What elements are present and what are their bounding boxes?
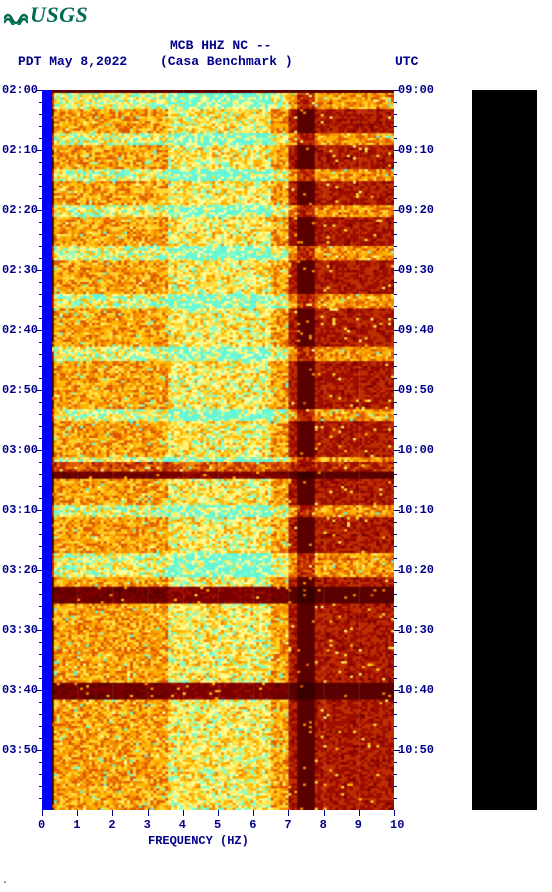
y-left-tick-label: 02:30: [2, 263, 38, 277]
y-left-tick-label: 02:00: [2, 83, 38, 97]
y-right-tick-label: 09:50: [398, 383, 434, 397]
y-left-tick-label: 03:50: [2, 743, 38, 757]
y-right-tick-label: 09:30: [398, 263, 434, 277]
y-right-tick-label: 10:30: [398, 623, 434, 637]
station-name: (Casa Benchmark ): [160, 54, 293, 69]
y-right-tick-label: 10:40: [398, 683, 434, 697]
x-tick-label: 0: [38, 818, 45, 832]
y-left-tick-label: 03:10: [2, 503, 38, 517]
y-right-tick-label: 09:10: [398, 143, 434, 157]
spectrogram-plot: [42, 90, 394, 810]
x-tick-label: 6: [249, 818, 256, 832]
x-tick-label: 7: [284, 818, 291, 832]
y-left-tick-label: 02:50: [2, 383, 38, 397]
x-tick-label: 3: [144, 818, 151, 832]
time-axis-bar: [42, 90, 52, 810]
colorbar: [472, 90, 537, 810]
footer-mark: ·: [2, 878, 8, 889]
usgs-logo-text: USGS: [30, 2, 88, 28]
y-right-tick-label: 10:10: [398, 503, 434, 517]
y-right-tick-label: 10:50: [398, 743, 434, 757]
y-left-tick-label: 02:20: [2, 203, 38, 217]
y-right-tick-label: 09:00: [398, 83, 434, 97]
timezone-date-left: PDT May 8,2022: [18, 54, 127, 69]
y-right-tick-label: 10:00: [398, 443, 434, 457]
x-axis-title: FREQUENCY (HZ): [148, 834, 249, 848]
x-tick-label: 4: [179, 818, 186, 832]
timezone-right: UTC: [395, 54, 418, 69]
x-tick-label: 9: [355, 818, 362, 832]
usgs-logo: USGS: [4, 2, 88, 28]
y-left-tick-label: 03:40: [2, 683, 38, 697]
y-right-tick-label: 09:20: [398, 203, 434, 217]
spectrogram-canvas: [42, 90, 394, 810]
x-tick-label: 10: [390, 818, 404, 832]
x-tick-label: 8: [320, 818, 327, 832]
x-tick-label: 2: [108, 818, 115, 832]
x-tick-label: 1: [73, 818, 80, 832]
y-left-tick-label: 03:20: [2, 563, 38, 577]
y-right-tick-label: 09:40: [398, 323, 434, 337]
x-tick-label: 5: [214, 818, 221, 832]
y-left-tick-label: 02:10: [2, 143, 38, 157]
y-right-tick-label: 10:20: [398, 563, 434, 577]
usgs-wave-icon: [4, 5, 28, 25]
y-left-tick-label: 03:30: [2, 623, 38, 637]
station-id: MCB HHZ NC --: [170, 38, 271, 53]
y-left-tick-label: 03:00: [2, 443, 38, 457]
y-left-tick-label: 02:40: [2, 323, 38, 337]
